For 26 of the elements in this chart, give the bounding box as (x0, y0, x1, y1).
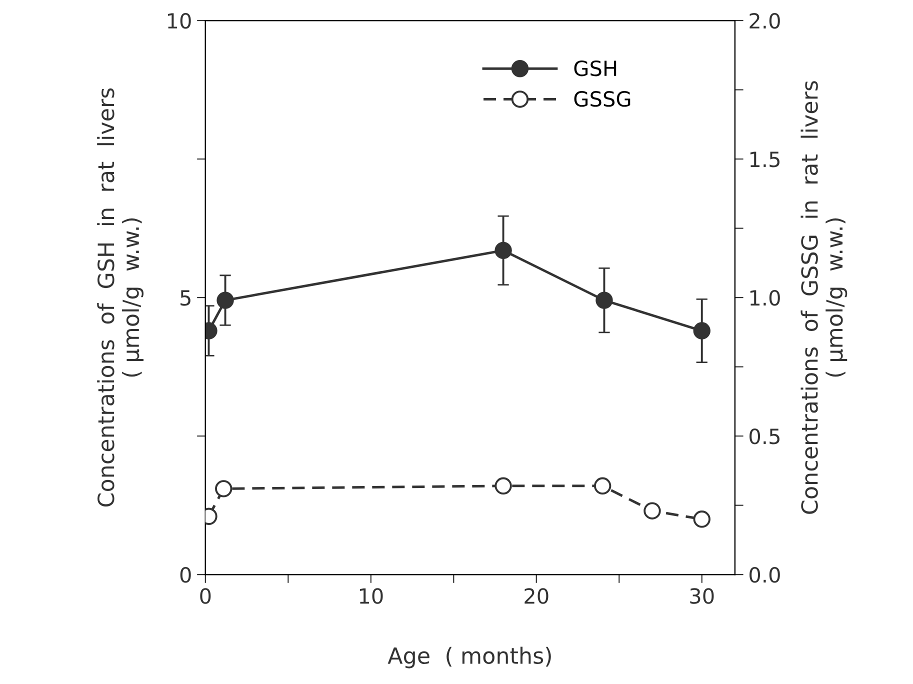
y-tick-label: 0 (180, 567, 191, 583)
x-tick-label: 10 (360, 588, 383, 604)
legend-label: GSSG (574, 91, 630, 107)
legend-label: GSH (574, 60, 616, 76)
y2-tick-label: 2.0 (750, 12, 780, 29)
text: 0.0 (750, 567, 780, 583)
x-tick-label: 0 (200, 588, 211, 604)
point (594, 477, 612, 495)
y-axis-title: Concentrations of GSH in rat livers ( μmol/g w.w.) (97, 88, 144, 507)
x-tick-label: 30 (690, 588, 714, 604)
point (494, 477, 512, 495)
y-tick-label: 5 (180, 290, 190, 306)
point (215, 480, 232, 498)
point (216, 292, 234, 309)
y-tick-label: 10 (168, 12, 191, 29)
point (644, 502, 661, 520)
point (693, 322, 710, 340)
point (494, 242, 512, 260)
y2-tick-label: 1.0 (750, 290, 780, 306)
x-axis-title: Age ( months) (388, 646, 551, 668)
point (596, 292, 613, 309)
y2-tick-label: 1.5 (750, 152, 780, 168)
y2-axis-title: Concentrations of GSSG in rat livers ( μmol/g w.w.) (800, 81, 848, 514)
y2-tick-label: 0.5 (750, 428, 780, 444)
x-tick-label: 20 (524, 588, 548, 604)
point (693, 510, 710, 528)
